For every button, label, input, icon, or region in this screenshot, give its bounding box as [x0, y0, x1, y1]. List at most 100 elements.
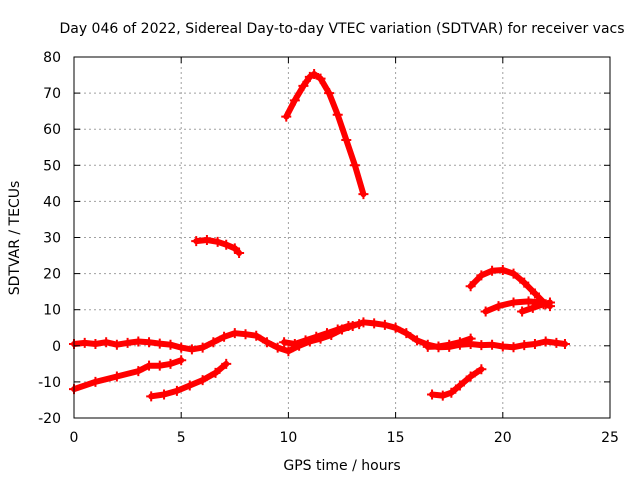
data-point	[343, 320, 354, 331]
data-point	[261, 337, 272, 348]
data-point	[191, 236, 202, 247]
data-point	[221, 358, 232, 369]
data-point	[465, 281, 476, 292]
data-series	[69, 68, 570, 402]
data-point	[517, 306, 528, 317]
data-point	[529, 338, 540, 349]
data-point	[111, 339, 122, 350]
data-point	[101, 337, 112, 348]
data-point	[210, 367, 221, 378]
data-point	[144, 337, 155, 348]
series-track-8	[69, 355, 187, 395]
data-point	[133, 336, 144, 347]
data-point	[176, 355, 187, 366]
series-line	[429, 366, 485, 399]
x-tick-label: 15	[387, 430, 405, 446]
data-point	[523, 296, 534, 307]
x-tick-label: 20	[494, 430, 512, 446]
data-point	[465, 371, 476, 382]
data-point	[219, 331, 230, 342]
data-point	[289, 338, 300, 349]
y-tick-label: 30	[43, 231, 61, 247]
data-point	[165, 339, 176, 350]
data-point	[412, 335, 423, 346]
data-point	[321, 328, 332, 339]
data-point	[497, 264, 508, 275]
data-point	[401, 328, 412, 339]
y-tick-label: 0	[52, 339, 61, 355]
y-tick-label: 60	[43, 122, 61, 138]
data-point	[465, 333, 476, 344]
data-point	[508, 268, 519, 279]
data-point	[240, 329, 251, 340]
y-tick-label: 10	[43, 303, 61, 319]
series-track-5	[517, 297, 555, 317]
data-point	[201, 235, 212, 246]
data-point	[487, 339, 498, 350]
data-point	[508, 297, 519, 308]
data-point	[476, 340, 487, 351]
data-point	[165, 358, 176, 369]
data-point	[208, 337, 219, 348]
data-point	[444, 339, 455, 350]
y-tick-label: 40	[43, 194, 61, 210]
data-point	[159, 389, 170, 400]
data-point	[540, 336, 551, 347]
data-point	[234, 248, 245, 259]
data-point	[133, 366, 144, 377]
data-point	[122, 337, 133, 348]
data-point	[529, 288, 540, 299]
data-point	[197, 342, 208, 353]
data-point	[527, 302, 538, 313]
data-point	[154, 338, 165, 349]
series-track-3	[465, 264, 551, 310]
data-point	[184, 380, 195, 391]
data-point	[433, 341, 444, 352]
data-point	[324, 88, 335, 99]
data-point	[454, 337, 465, 348]
data-point	[454, 380, 465, 391]
series-track-10	[427, 364, 487, 401]
y-axis-label: SDTVAR / TECUs	[7, 181, 23, 296]
data-point	[538, 299, 549, 310]
data-point	[354, 319, 365, 330]
data-point	[144, 360, 155, 371]
data-point	[349, 160, 360, 171]
data-point	[476, 364, 487, 375]
x-tick-label: 5	[177, 430, 186, 446]
series-track-7	[279, 319, 365, 349]
series-line	[71, 357, 185, 393]
data-point	[272, 342, 283, 353]
data-point	[251, 330, 262, 341]
data-point	[90, 376, 101, 387]
series-track-11	[422, 333, 476, 352]
data-point	[427, 389, 438, 400]
x-tick-label: 25	[601, 430, 619, 446]
data-point	[298, 80, 309, 91]
data-point	[332, 109, 343, 120]
y-tick-label: 50	[43, 158, 61, 174]
data-point	[487, 265, 498, 276]
data-point	[480, 306, 491, 317]
data-point	[369, 318, 380, 329]
data-point	[311, 331, 322, 342]
data-point	[422, 341, 433, 352]
data-point	[379, 319, 390, 330]
data-point	[300, 335, 311, 346]
y-tick-label: 20	[43, 267, 61, 283]
chart-title: Day 046 of 2022, Sidereal Day-to-day VTE…	[59, 21, 624, 37]
data-point	[446, 387, 457, 398]
x-tick-label: 10	[279, 430, 297, 446]
axis-ticks: 0 5 10 15 20 25 -20 -10 0 10 20 30 40 50 60 70 80	[38, 50, 619, 446]
data-point	[281, 111, 292, 122]
data-point	[476, 270, 487, 281]
data-point	[283, 346, 294, 357]
data-point	[519, 277, 530, 288]
series-track-9	[146, 358, 232, 402]
data-point	[358, 189, 369, 200]
y-tick-label: -10	[38, 375, 61, 391]
series-track-2	[191, 235, 245, 259]
data-point	[551, 337, 562, 348]
data-point	[197, 375, 208, 386]
